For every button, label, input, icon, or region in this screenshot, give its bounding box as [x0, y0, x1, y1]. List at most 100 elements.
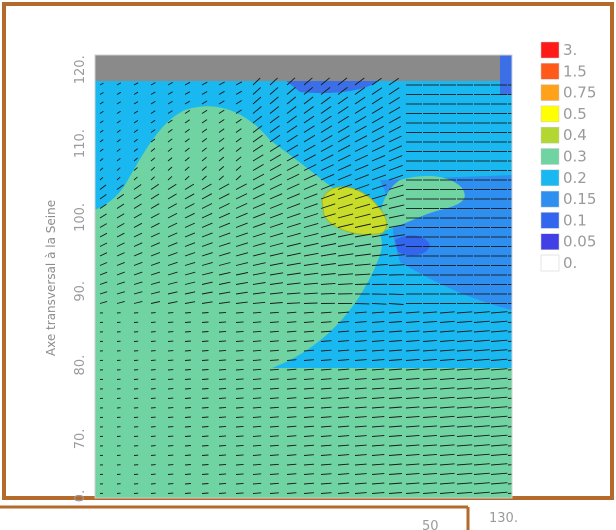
vector-808 [235, 387, 244, 390]
vector-1021 [456, 463, 473, 466]
vector-379 [167, 222, 178, 228]
vector-617 [388, 311, 402, 314]
vector-992 [388, 454, 402, 456]
vector-550 [99, 291, 108, 295]
vector-289 [337, 183, 353, 190]
vector-290 [354, 184, 370, 190]
vector-366 [371, 213, 388, 219]
vector-261 [286, 173, 300, 181]
vector-17 [388, 77, 400, 86]
vector-538 [320, 282, 336, 285]
vector-262 [303, 173, 317, 181]
vector-905 [184, 426, 191, 428]
vector-716 [371, 349, 385, 352]
vector-733 [235, 359, 244, 361]
vector-881 [201, 416, 209, 418]
vector-1072 [473, 482, 490, 485]
vector-31 [201, 91, 208, 95]
vector-191 [371, 145, 385, 152]
vector-673 [490, 330, 508, 333]
vector-1098 [490, 491, 508, 494]
vector-862 [303, 406, 315, 409]
vector-42 [388, 87, 400, 95]
vector-812 [303, 387, 315, 390]
vector-251 [116, 176, 121, 181]
vector-1039 [337, 473, 350, 475]
vector-175 [99, 148, 104, 152]
vector-87 [303, 106, 314, 114]
contour-plot [95, 55, 512, 498]
vector-964 [337, 444, 350, 447]
vector-583 [235, 301, 248, 304]
vector-9 [252, 77, 261, 86]
vector-886 [286, 416, 297, 418]
vector-857 [218, 406, 227, 409]
vector-355 [184, 212, 195, 219]
vector-816 [371, 387, 385, 390]
vector-743 [405, 358, 420, 361]
vector-531 [201, 281, 213, 285]
vector-823 [490, 387, 508, 390]
vector-788 [320, 378, 332, 380]
vector-26 [116, 91, 122, 95]
vector-737 [303, 359, 315, 361]
vector-431 [201, 242, 213, 247]
vector-30 [184, 91, 191, 95]
vector-532 [218, 281, 231, 285]
vector-981 [201, 454, 209, 456]
vector-1091 [371, 492, 385, 494]
vector-414 [337, 233, 354, 238]
vector-54 [167, 100, 173, 105]
vector-256 [201, 175, 207, 181]
vector-916 [371, 425, 385, 428]
vector-451 [116, 252, 125, 257]
vector-1049 [507, 473, 512, 475]
vector-77 [133, 110, 139, 114]
vector-492 [388, 264, 405, 266]
vector-107 [218, 119, 225, 124]
vector-957 [218, 444, 227, 447]
vector-635 [269, 321, 279, 323]
vector-1010 [269, 463, 279, 466]
vector-939 [337, 435, 350, 437]
vector-402 [133, 232, 143, 238]
vector-670 [439, 330, 455, 333]
vector-192 [388, 145, 402, 152]
vector-92 [388, 106, 401, 114]
vector-648 [490, 320, 508, 323]
vector-872 [473, 406, 490, 409]
vector-161 [286, 134, 298, 143]
vector-660 [269, 330, 279, 333]
vector-786 [286, 378, 297, 380]
vector-793 [405, 377, 420, 380]
vector-718 [405, 349, 420, 352]
vector-633 [235, 321, 244, 323]
vector-738 [320, 359, 332, 361]
vector-117 [388, 116, 401, 124]
vector-861 [286, 406, 297, 409]
vector-75 [99, 110, 104, 114]
vector-985 [269, 454, 279, 456]
vector-500 [99, 271, 108, 276]
vector-240 [354, 164, 369, 171]
legend-label-1: 1.5 [563, 62, 587, 80]
vector-1059 [252, 482, 262, 485]
vector-938 [320, 435, 332, 437]
vector-439 [337, 243, 354, 247]
vector-482 [218, 262, 231, 266]
vector-388 [320, 223, 336, 228]
vector-181 [201, 147, 207, 152]
vector-130 [184, 128, 190, 133]
vector-190 [354, 144, 368, 152]
vector-1041 [371, 473, 385, 475]
vector-441 [371, 243, 389, 247]
vector-183 [235, 147, 242, 152]
vector-764 [337, 368, 350, 371]
vector-1023 [490, 463, 508, 466]
vector-649 [507, 321, 512, 323]
vector-236 [286, 164, 299, 171]
vector-831 [201, 397, 209, 399]
vector-575 [99, 300, 108, 304]
vector-667 [388, 330, 402, 333]
vector-674 [507, 331, 512, 333]
